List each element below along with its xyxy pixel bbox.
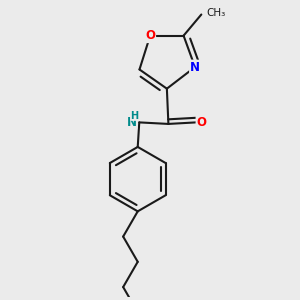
Text: N: N bbox=[127, 116, 137, 129]
Text: H: H bbox=[130, 111, 138, 121]
Text: O: O bbox=[145, 29, 155, 42]
Text: CH₃: CH₃ bbox=[207, 8, 226, 18]
Text: N: N bbox=[190, 61, 200, 74]
Text: O: O bbox=[196, 116, 206, 129]
